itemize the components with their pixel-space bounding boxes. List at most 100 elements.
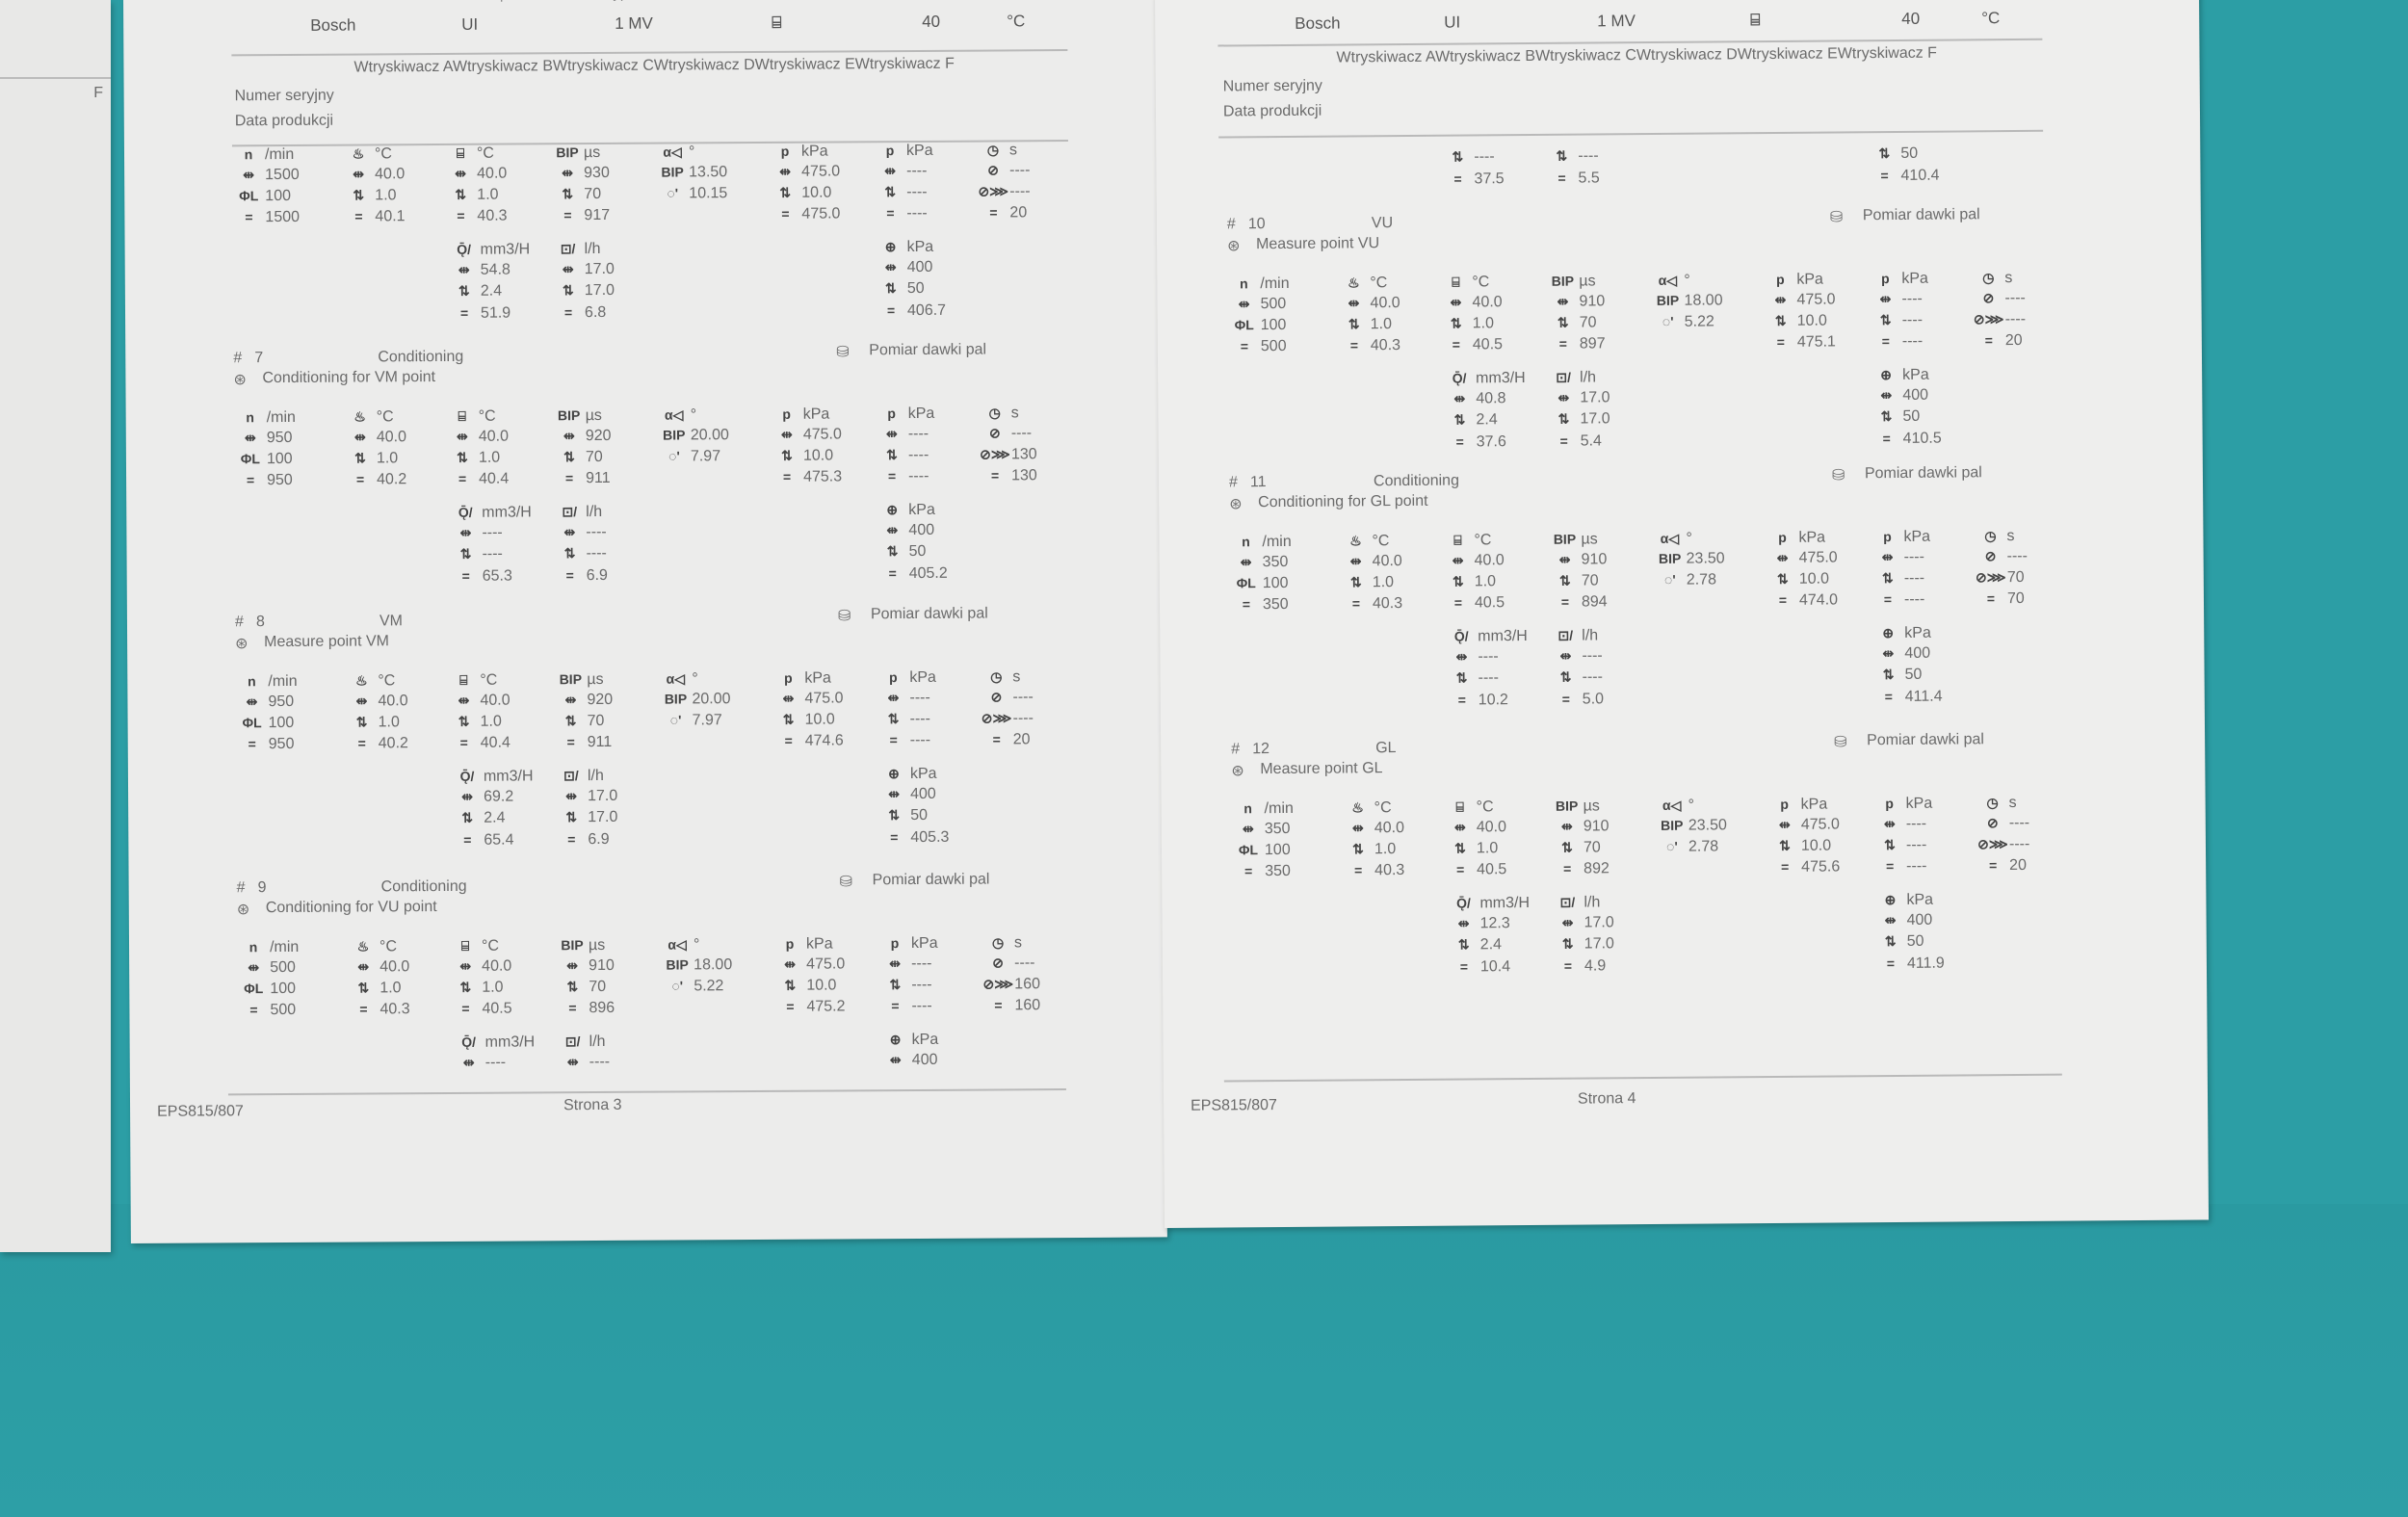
tolerance-icon: ⇅	[1450, 315, 1462, 331]
value: 400	[906, 258, 933, 276]
dose-icon: Ǭ/	[1455, 895, 1471, 911]
pulse-icon: BIP	[1553, 531, 1577, 547]
pressure-icon: ⊕	[1880, 367, 1893, 383]
measured-icon: =	[784, 732, 793, 748]
value-row: ⇹ 500	[237, 959, 296, 977]
tolerance-icon: ⇅	[1453, 411, 1466, 428]
value: 500	[1260, 337, 1287, 355]
unit-label: s	[2006, 528, 2015, 545]
unit-label: °	[1686, 530, 1692, 547]
value-row: ⇹ 40.0	[345, 693, 408, 710]
value-row: ⇅ ----	[1870, 312, 1923, 329]
value-row: = ----	[877, 732, 931, 749]
value-row: ⊘ ----	[977, 162, 1030, 179]
measured-icon: =	[357, 735, 366, 751]
column-header: ♨ °C	[1339, 533, 1389, 550]
measured-icon: =	[1349, 337, 1359, 353]
value: 40.8	[1476, 390, 1506, 407]
value: 6.9	[586, 566, 608, 585]
value: 40.0	[380, 958, 410, 976]
tolerance-icon: ΦL	[240, 451, 261, 467]
value-row: ⇹ 1500	[232, 167, 300, 184]
setpoint-icon: ⇹	[779, 163, 792, 179]
measured-icon: =	[1559, 432, 1568, 449]
column-header: ◷ s	[1974, 528, 2014, 545]
regulation-place-icon: ⌸	[772, 13, 782, 32]
column-header: BIP µs	[554, 671, 604, 689]
setpoint-icon: ⇹	[461, 788, 473, 804]
value: 20	[2009, 856, 2027, 875]
measured-icon: =	[459, 304, 469, 321]
header-label: Podzespół	[452, 0, 519, 3]
value: ----	[2004, 310, 2027, 328]
angle-icon: α◁	[1662, 797, 1682, 813]
value: 40.5	[1474, 594, 1505, 612]
value: ----	[1012, 689, 1034, 706]
value: 475.0	[802, 426, 842, 443]
value: 65.3	[482, 567, 512, 585]
value: 910	[1581, 551, 1608, 568]
value-row: ⇹ 400	[877, 786, 936, 803]
dose-measure-icon: ⛁	[836, 344, 850, 361]
value: 40.0	[1476, 819, 1507, 836]
value: 17.0	[584, 260, 615, 278]
measured-icon: =	[1780, 858, 1790, 875]
step-subtitle: Measure point VM	[264, 633, 389, 651]
dose-measure-icon: ⛁	[1834, 734, 1847, 751]
value-row: = 410.5	[1871, 431, 1942, 449]
tolerance-icon: ⇅	[354, 450, 366, 466]
value: 17.0	[1584, 935, 1614, 953]
hash-icon: #	[233, 350, 243, 367]
header-label: Producent	[301, 0, 366, 4]
setpoint-icon: BIP	[663, 427, 686, 443]
tolerance-icon: ⇅	[1559, 668, 1572, 685]
value-row: ⇹ 40.0	[1342, 820, 1404, 838]
value: 7.97	[692, 712, 722, 729]
setpoint-icon: ⊘	[988, 425, 1001, 441]
tolerance-icon: ⇅	[1352, 841, 1364, 857]
dose-icon: Ǭ/	[458, 504, 473, 520]
value: 100	[270, 980, 297, 998]
value-row: = 51.9	[448, 305, 510, 323]
param-letter: p	[1880, 271, 1890, 287]
unit-label: kPa	[1905, 795, 1933, 812]
value: ----	[907, 425, 929, 443]
column-header: ⊕ kPa	[1871, 625, 1931, 642]
tolerance-icon: ⇅	[1881, 569, 1894, 587]
value-row: ⇅ 17.0	[552, 282, 615, 300]
value: 10.0	[804, 711, 835, 728]
hash-icon: #	[1228, 474, 1238, 491]
tolerance-icon: ⊘⋙	[982, 976, 1014, 992]
value-row: ⇅ 50	[876, 543, 927, 561]
timer-icon: ◷	[1982, 270, 1995, 286]
value: 23.50	[1686, 550, 1725, 567]
value: 1500	[265, 208, 301, 226]
value-row: BIP 13.50	[656, 164, 727, 181]
value: 40.3	[1374, 861, 1405, 879]
value: 475.0	[1798, 549, 1838, 566]
value: 400	[1902, 386, 1929, 404]
setpoint-icon: ⇹	[1880, 387, 1893, 404]
value: 405.3	[910, 828, 950, 847]
header-label: Miejsce regul	[762, 0, 847, 1]
setpoint-icon: ⇹	[1452, 552, 1464, 568]
value-row: = 40.3	[1340, 595, 1402, 614]
tolerance-icon: ⇅	[1774, 312, 1787, 328]
value-row: ⇅ 1.0	[1442, 573, 1496, 590]
setpoint-icon: ⇹	[353, 166, 365, 182]
setpoint-icon: ⇹	[1348, 295, 1360, 311]
value-row: BIP 18.00	[661, 956, 732, 974]
tolerance-icon: ⇅	[1452, 148, 1464, 165]
column-header: ♨ °C	[347, 938, 397, 955]
value-row: ⇹ ----	[1549, 647, 1602, 665]
value-row: ⇹ 400	[875, 259, 933, 276]
setpoint-icon: ⇹	[1240, 554, 1252, 570]
value: 1.0	[477, 186, 499, 203]
value-row: ⇹ 910	[1551, 818, 1610, 835]
tolerance-icon: ⇅	[1779, 837, 1791, 853]
unit-label: µs	[585, 406, 602, 425]
value-row: ⇅ 2.4	[451, 810, 505, 827]
value-row: = 20	[977, 204, 1027, 222]
value: ----	[2004, 289, 2026, 307]
setpoint-icon: ⇹	[887, 690, 900, 706]
